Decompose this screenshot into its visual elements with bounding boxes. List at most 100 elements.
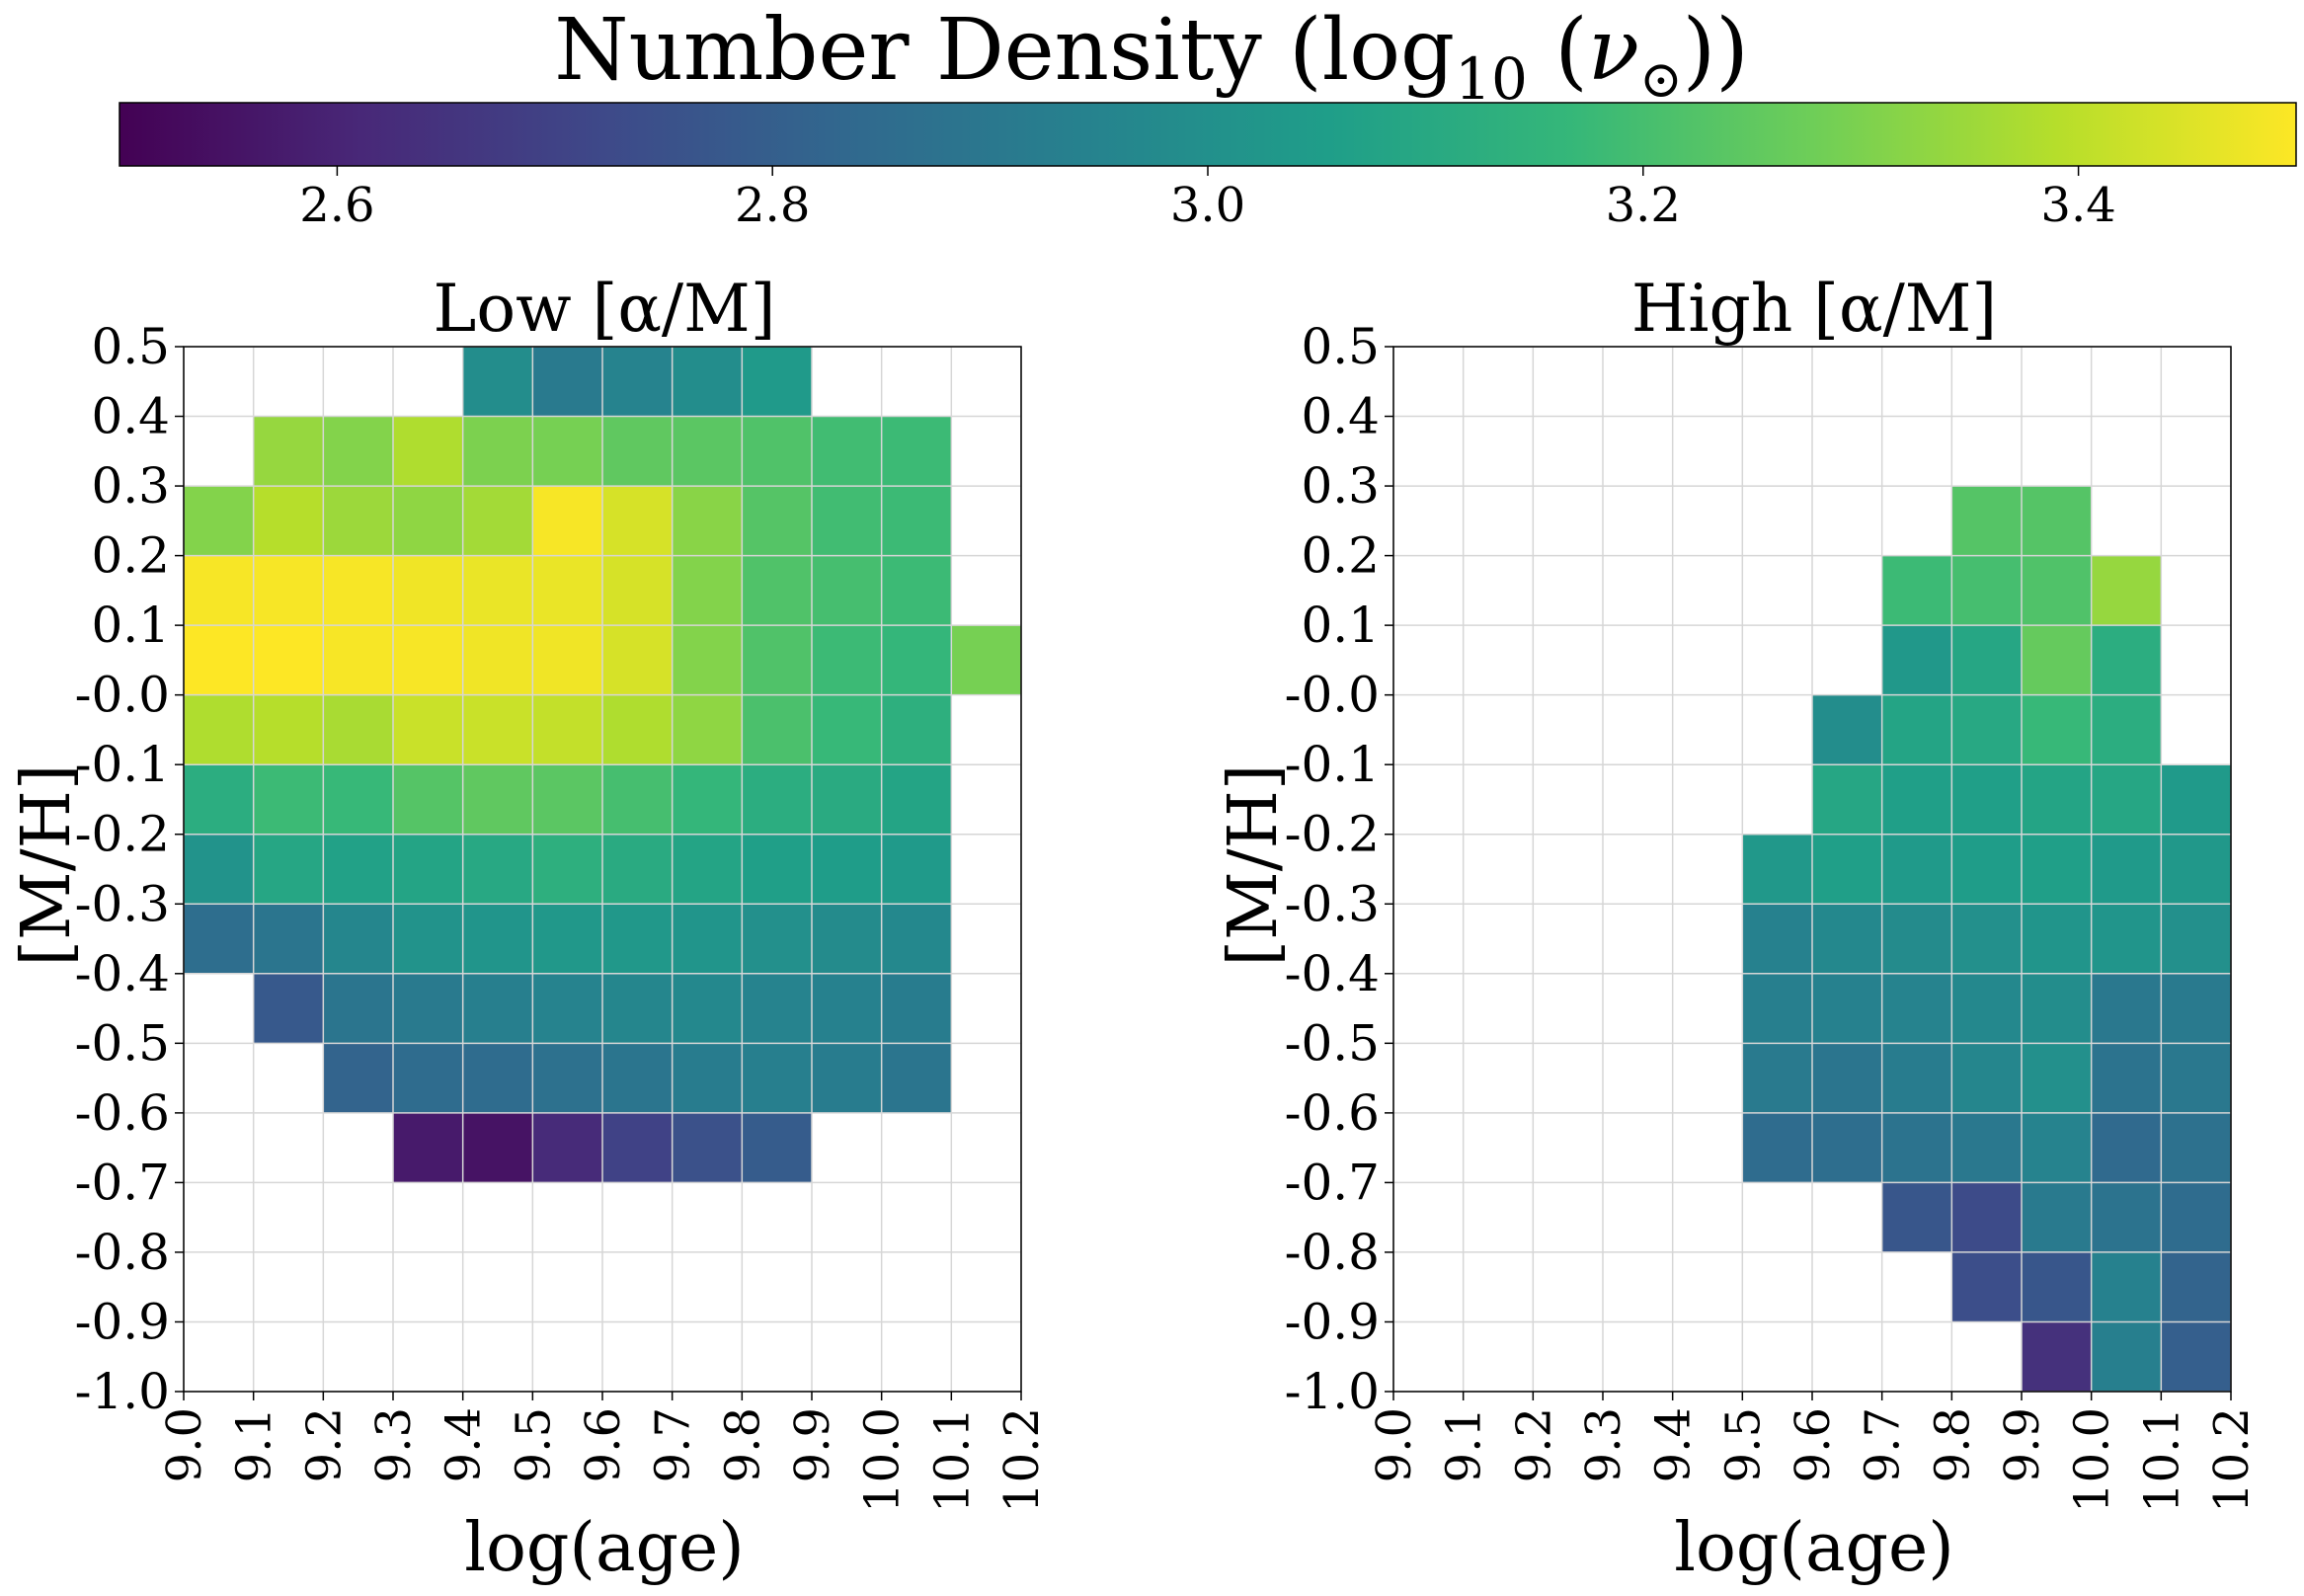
y-tick-label: 0.1 bbox=[1301, 597, 1380, 654]
heatmap-cell bbox=[323, 625, 393, 695]
heatmap-cell bbox=[1951, 1251, 2022, 1322]
heatmap-cell bbox=[2022, 625, 2092, 695]
heatmap-cell bbox=[253, 555, 324, 626]
y-tick-label: -0.4 bbox=[75, 945, 170, 1002]
heatmap-cell bbox=[812, 973, 882, 1044]
y-axis-label-high: [M/H] bbox=[1215, 764, 1293, 967]
colorbar bbox=[119, 102, 2297, 167]
heatmap-cell bbox=[1881, 625, 1952, 695]
x-ticks-low: 9.0 9.1 9.2 9.3 9.4 9.5 9.6 9.7 9.8 9.9 10.0 10.1 10… bbox=[157, 1392, 1050, 1513]
heatmap-cell bbox=[532, 904, 602, 974]
heatmap-cell bbox=[1812, 1112, 1882, 1183]
heatmap-cell bbox=[323, 555, 393, 626]
x-tick-label: 9.1 bbox=[1437, 1407, 1492, 1482]
heatmap-cell bbox=[2091, 1043, 2162, 1113]
y-tick-label: 0.5 bbox=[91, 318, 170, 375]
heatmap-cell bbox=[2161, 764, 2231, 835]
y-tick-label: -0.7 bbox=[75, 1154, 170, 1211]
panel-title-low: Low [α/M] bbox=[434, 271, 776, 347]
heatmap-cell bbox=[2091, 625, 2162, 695]
heatmap-cell bbox=[323, 694, 393, 765]
heatmap-cell bbox=[812, 1043, 882, 1113]
heatmap-cell bbox=[812, 625, 882, 695]
heatmap-cell bbox=[462, 625, 533, 695]
x-tick-label: 10.0 bbox=[855, 1407, 911, 1513]
heatmap-cell bbox=[1951, 555, 2022, 626]
heatmap-cell bbox=[1951, 694, 2022, 765]
heatmap-cell bbox=[881, 764, 952, 835]
heatmap-cell bbox=[184, 555, 254, 626]
x-tick-label: 9.8 bbox=[1925, 1407, 1980, 1482]
y-tick-label: -0.1 bbox=[75, 736, 170, 793]
heatmap-cell bbox=[602, 347, 673, 417]
heatmap-cell bbox=[184, 694, 254, 765]
heatmap-cell bbox=[881, 834, 952, 905]
heatmap-cell bbox=[253, 694, 324, 765]
heatmap-cell bbox=[2091, 694, 2162, 765]
heatmap-cell bbox=[1742, 1112, 1812, 1183]
x-tick-label: 9.2 bbox=[296, 1407, 352, 1482]
heatmap-cell bbox=[462, 347, 533, 417]
y-tick-label: -1.0 bbox=[1285, 1363, 1380, 1420]
y-tick-label: -0.3 bbox=[1285, 875, 1380, 932]
heatmap-cell bbox=[1951, 834, 2022, 905]
heatmap-cell bbox=[742, 904, 812, 974]
y-tick-label: 0.4 bbox=[91, 388, 170, 445]
heatmap-cell bbox=[812, 486, 882, 556]
y-tick-label: 0.1 bbox=[91, 597, 170, 654]
y-tick-label: 0.2 bbox=[91, 527, 170, 585]
heatmap-cell bbox=[462, 764, 533, 835]
y-tick-label: -0.9 bbox=[1285, 1293, 1380, 1350]
heatmap-cell bbox=[602, 416, 673, 487]
x-axis-label-high: log(age) bbox=[1674, 1509, 1954, 1587]
heatmap-cell bbox=[253, 834, 324, 905]
heatmap-cell bbox=[323, 834, 393, 905]
x-tick-label: 9.6 bbox=[576, 1407, 631, 1482]
heatmap-cell bbox=[742, 625, 812, 695]
heatmap-cell bbox=[462, 694, 533, 765]
heatmap-cell bbox=[881, 625, 952, 695]
heatmap-cell bbox=[2161, 1321, 2231, 1392]
heatmap-cell bbox=[393, 973, 463, 1044]
heatmap-cell bbox=[1812, 764, 1882, 835]
heatmap-cell bbox=[532, 416, 602, 487]
heatmap-cell bbox=[1881, 1043, 1952, 1113]
y-tick-label: -0.3 bbox=[75, 875, 170, 932]
heatmap-cell bbox=[2022, 694, 2092, 765]
heatmap-cell bbox=[742, 834, 812, 905]
heatmap-cell bbox=[672, 555, 743, 626]
heatmap-cell bbox=[2091, 555, 2162, 626]
panel-title-high: High [α/M] bbox=[1631, 271, 1997, 347]
colorbar-title-prefix: Number Density (log bbox=[554, 1, 1455, 100]
y-tick-label: -0.2 bbox=[1285, 806, 1380, 863]
heatmap-cell bbox=[2161, 1112, 2231, 1183]
heatmap-cell bbox=[2022, 973, 2092, 1044]
heatmap-cell bbox=[881, 555, 952, 626]
heatmap-cell bbox=[742, 764, 812, 835]
heatmap-cell bbox=[1742, 904, 1812, 974]
heatmap-cell bbox=[393, 834, 463, 905]
heatmap-cell bbox=[1881, 1182, 1952, 1252]
heatmap-cell bbox=[2091, 1251, 2162, 1322]
heatmap-cell bbox=[2161, 1182, 2231, 1252]
heatmap-cell bbox=[532, 973, 602, 1044]
heatmap-cell bbox=[462, 486, 533, 556]
y-tick-label: 0.2 bbox=[1301, 527, 1380, 585]
heatmap-cell bbox=[672, 973, 743, 1044]
heatmap-cell bbox=[462, 904, 533, 974]
heatmap-cell bbox=[323, 764, 393, 835]
heatmap-cell bbox=[742, 694, 812, 765]
x-tick-label: 9.5 bbox=[506, 1407, 561, 1482]
y-ticks-high: -1.0 -0.9 -0.8 -0.7 -0.6 -0.5 -0.4 -0.3 -0.2 -0.1… bbox=[1285, 318, 1393, 1420]
heatmap-cell bbox=[602, 904, 673, 974]
heatmap-cell bbox=[602, 694, 673, 765]
y-axis-label-low: [M/H] bbox=[8, 764, 86, 967]
heatmap-cell bbox=[2022, 1043, 2092, 1113]
heatmap-cell bbox=[462, 1112, 533, 1183]
heatmap-cell bbox=[951, 625, 1021, 695]
heatmap-cell bbox=[462, 834, 533, 905]
colorbar-tick-label: 2.8 bbox=[735, 178, 810, 233]
heatmap-cell bbox=[602, 486, 673, 556]
heatmap-cell bbox=[1951, 1112, 2022, 1183]
heatmap-cell bbox=[1812, 1043, 1882, 1113]
